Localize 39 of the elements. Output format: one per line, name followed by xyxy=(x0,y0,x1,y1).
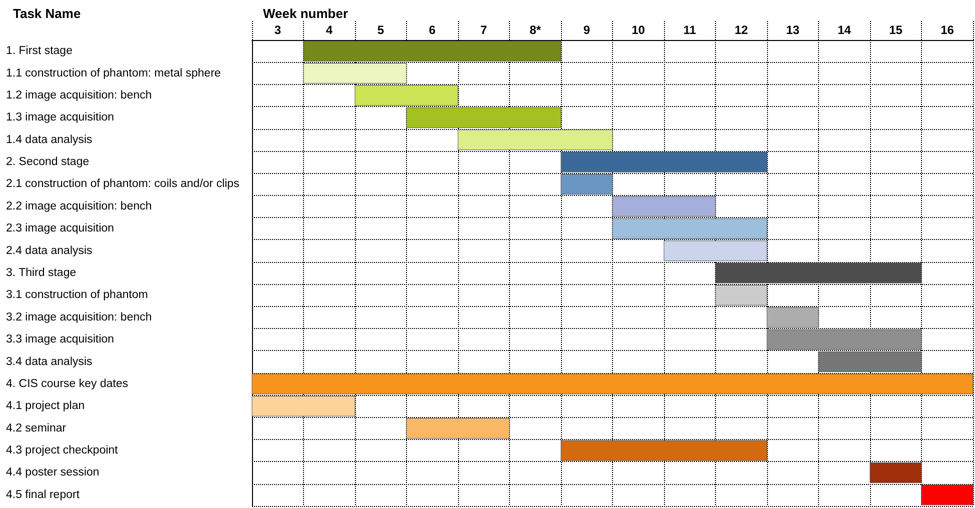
bar xyxy=(560,440,768,461)
y-tick-label: 4.4 poster session xyxy=(6,466,100,479)
x-tick-label: 14 xyxy=(838,23,852,37)
y-tick-label: 2.4 data analysis xyxy=(6,244,93,257)
x-tick-label: 4 xyxy=(326,23,333,37)
y-tick-label: 1.1 construction of phantom: metal sphere xyxy=(6,67,221,80)
y-tick-label: 1.3 image acquisition xyxy=(6,112,114,124)
x-tick-label: 9 xyxy=(583,23,590,37)
x-tick-label: 13 xyxy=(786,23,800,37)
y-tick-label: 4.2 seminar xyxy=(6,422,66,434)
y-tick-label: 3. Third stage xyxy=(6,267,76,279)
x-tick-label: 11 xyxy=(683,23,696,37)
y-tick-label: 3.1 construction of phantom xyxy=(6,289,148,302)
y-tick-label: 2.2 image acquisition: bench xyxy=(6,200,152,212)
y-tick-label: 1.4 data analysis xyxy=(6,134,93,146)
x-tick-label: 3 xyxy=(274,23,282,37)
y-tick-label: 2.1 construction of phantom: coils and/or clips xyxy=(6,178,240,190)
y-tick-label: 4.5 final report xyxy=(6,488,80,501)
y-tick-label: 4.1 project plan xyxy=(6,400,85,412)
x-tick-label: 12 xyxy=(734,23,748,37)
x-tick-label: 7 xyxy=(480,23,488,37)
x-axis-title: Week number xyxy=(263,6,348,21)
y-tick-label: 1.2 image acquisition: bench xyxy=(6,89,152,102)
y-tick-label: 4. CIS course key dates xyxy=(6,378,128,390)
x-tick-label: 6 xyxy=(428,23,436,37)
x-tick-label: 5 xyxy=(377,23,384,37)
y-tick-label: 2.3 image acquisition xyxy=(6,222,114,235)
y-tick-label: 3.3 image acquisition xyxy=(6,334,114,346)
y-tick-label: 1. First stage xyxy=(6,45,72,58)
x-tick-label: 16 xyxy=(940,23,954,37)
y-tick-label: 4.3 project checkpoint xyxy=(6,444,119,457)
y-axis-title: Task Name xyxy=(13,6,81,21)
y-tick-label: 3.4 data analysis xyxy=(6,356,93,368)
y-tick-label: 2. Second stage xyxy=(6,156,90,168)
x-tick-label: 10 xyxy=(632,23,646,37)
y-tick-label: 3.2 image acquisition: bench xyxy=(6,311,152,324)
x-tick-label: 8* xyxy=(530,23,542,37)
x-tick-label: 15 xyxy=(889,23,903,37)
bar xyxy=(406,418,510,439)
